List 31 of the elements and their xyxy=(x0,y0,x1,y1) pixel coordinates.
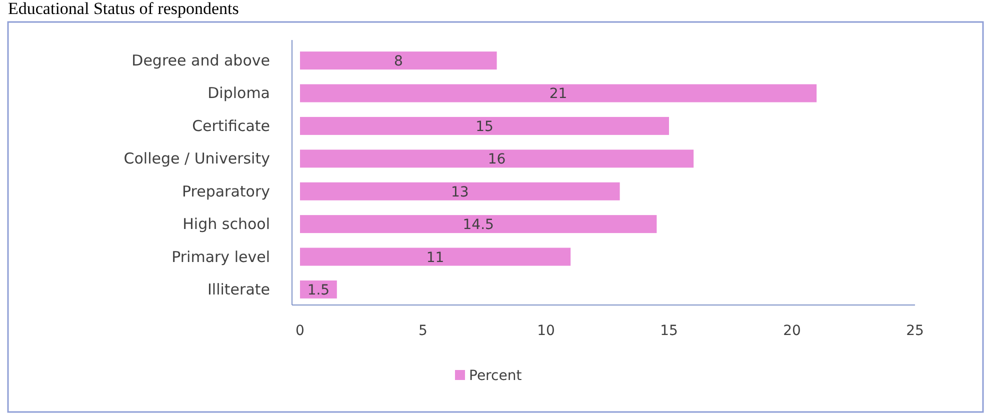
x-tick-label: 5 xyxy=(418,323,428,339)
text: Educational Status of respondents xyxy=(8,0,239,18)
y-tick-label: Certificate xyxy=(192,116,270,135)
data-label: 21 xyxy=(549,86,568,102)
bar xyxy=(300,150,694,168)
y-tick-label: Primary level xyxy=(172,248,270,266)
data-label: 16 xyxy=(488,152,506,168)
x-tick-label: 0 xyxy=(296,323,304,339)
y-tick-label: Illiterate xyxy=(207,280,270,298)
data-label: 11 xyxy=(426,250,444,266)
data-label: 15 xyxy=(476,118,494,135)
bar xyxy=(300,52,497,70)
bar xyxy=(300,182,620,200)
y-tick-label: College / University xyxy=(124,150,270,168)
y-tick-label: High school xyxy=(182,215,270,234)
data-label: 1.5 xyxy=(307,282,330,298)
bar xyxy=(300,84,817,102)
bar xyxy=(300,248,571,266)
bar xyxy=(300,116,669,135)
legend-label: Percent xyxy=(469,368,522,384)
x-tick-label: 10 xyxy=(537,323,555,339)
bar xyxy=(300,215,657,234)
x-tick-label: 15 xyxy=(660,323,678,339)
data-label: 13 xyxy=(450,184,469,200)
x-tick-label: 20 xyxy=(783,323,801,339)
x-tick-label: 25 xyxy=(906,323,924,339)
y-tick-label: Degree and above xyxy=(132,52,270,70)
y-tick-label: Diploma xyxy=(208,84,270,102)
y-tick-label: Preparatory xyxy=(182,182,270,200)
data-label: 14.5 xyxy=(462,217,494,234)
data-label: 8 xyxy=(394,54,403,70)
